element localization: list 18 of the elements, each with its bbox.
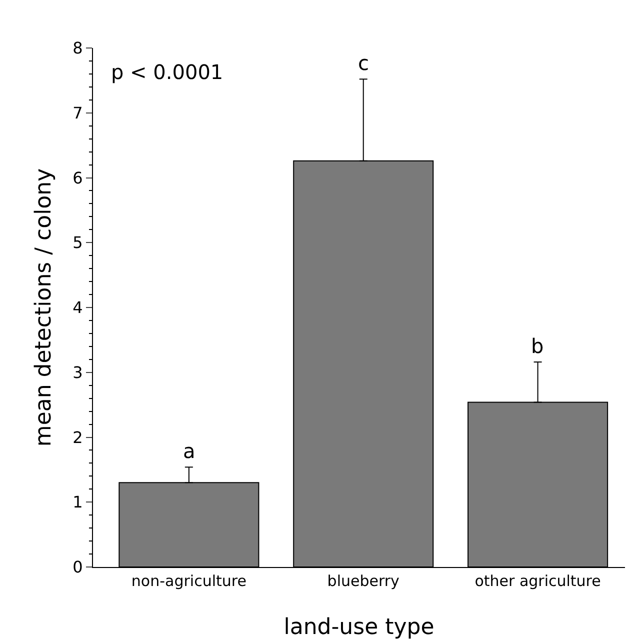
y-tick-label: 8 xyxy=(72,38,83,58)
y-tick-label: 5 xyxy=(72,233,83,252)
x-tick-label: non-agriculture xyxy=(131,572,246,590)
y-axis-title: mean detections / colony xyxy=(31,168,56,447)
y-tick-label: 3 xyxy=(72,362,83,382)
annotation: b xyxy=(531,334,544,358)
y-tick-label: 2 xyxy=(72,428,83,447)
y-tick-label: 6 xyxy=(72,168,83,188)
annotation: p < 0.0001 xyxy=(111,60,224,84)
y-tick-label: 1 xyxy=(72,492,83,512)
annotation: c xyxy=(358,51,369,75)
x-tick-label: blueberry xyxy=(327,572,400,590)
y-tick-label: 4 xyxy=(72,298,83,318)
y-tick-label: 0 xyxy=(72,558,83,577)
annotation: a xyxy=(183,439,196,463)
y-tick-label: 7 xyxy=(72,103,83,122)
x-axis-title: land-use type xyxy=(284,615,434,640)
x-tick-label: other agriculture xyxy=(474,572,601,590)
